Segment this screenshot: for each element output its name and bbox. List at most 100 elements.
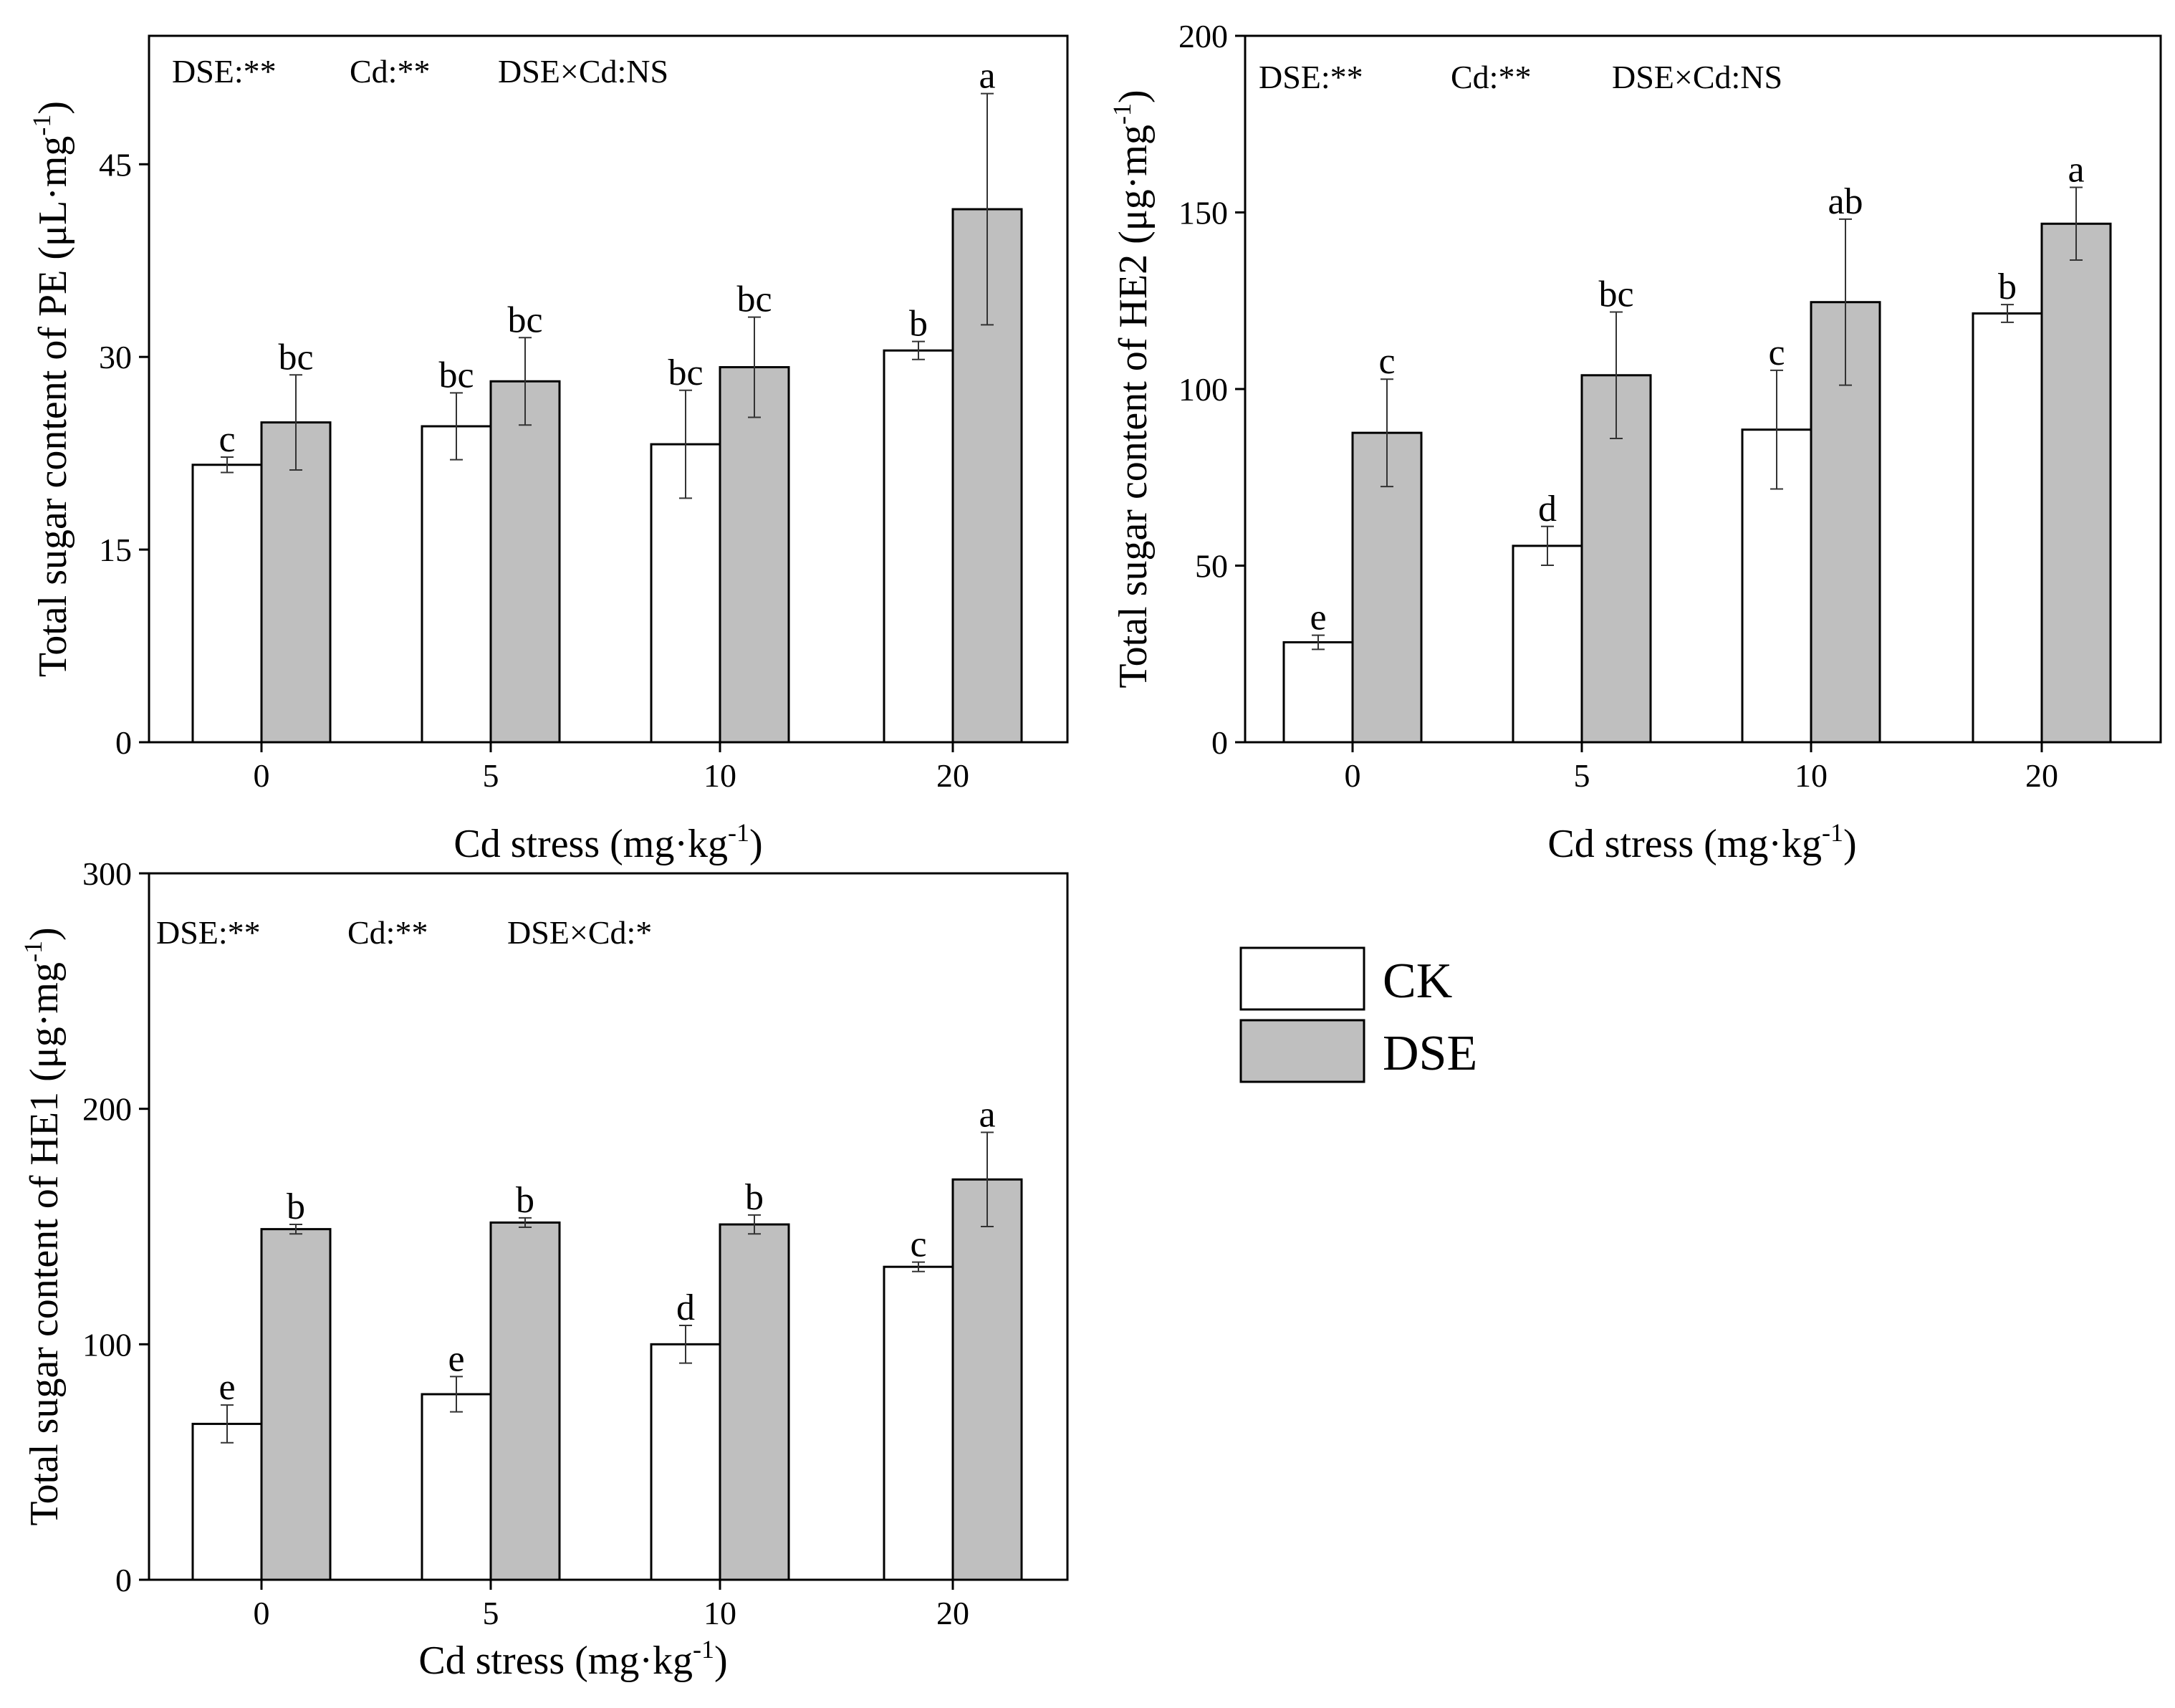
error-bar-pe-dse: [748, 316, 761, 418]
error-bar-pe-dse: [981, 92, 994, 326]
error-bar-pe-ck: [679, 389, 692, 499]
error-bar-pe-dse: [519, 337, 532, 426]
error-bar-he2-ck: [2001, 304, 2014, 323]
error-bar-he1-ck: [221, 1404, 234, 1444]
bar-he1-ck: [421, 1393, 492, 1581]
error-bar-he2-ck: [1312, 634, 1325, 651]
y-tick-label-pe: 15: [99, 532, 132, 568]
error-bar-he1-ck: [450, 1376, 463, 1413]
sig-letter-he1-ck: e: [219, 1367, 235, 1408]
stat-dse-he1: DSE:**: [156, 914, 261, 951]
y-tick-label-he2: 150: [1178, 195, 1228, 231]
x-tick-label-pe: 5: [483, 757, 499, 794]
sig-letter-pe-dse: a: [979, 56, 995, 97]
sig-letter-pe-ck: bc: [668, 352, 703, 393]
error-bar-he1-dse: [981, 1131, 994, 1227]
error-bar-pe-ck: [221, 456, 234, 474]
x-tick-label-pe: 20: [936, 757, 969, 794]
stat-dse-he2: DSE:**: [1259, 59, 1363, 95]
x-tick-label-pe: 10: [704, 757, 736, 794]
error-bar-he2-dse: [1610, 311, 1623, 440]
error-bar-he2-ck: [1541, 525, 1554, 567]
y-axis-title-pe: Total sugar content of PE (μL·mg-1): [27, 101, 75, 677]
bar-he1-ck: [650, 1343, 721, 1581]
y-axis-title-he2: Total sugar content of HE2 (μg·mg-1): [1108, 90, 1156, 688]
sig-letter-pe-ck: bc: [438, 355, 474, 395]
y-tick-label-he1: 300: [82, 855, 132, 892]
error-bar-he1-ck: [679, 1325, 692, 1364]
x-tick-label-he2: 10: [1795, 757, 1828, 794]
bar-pe-ck: [421, 425, 492, 744]
sig-letter-he2-ck: d: [1538, 489, 1557, 529]
error-bar-pe-ck: [912, 340, 925, 360]
sig-letter-he1-ck: e: [448, 1338, 464, 1379]
sig-letter-pe-dse: bc: [507, 299, 542, 340]
stat-dse-pe: DSE:**: [172, 53, 277, 90]
sig-letter-he1-dse: b: [516, 1180, 534, 1221]
stat-interaction-pe: DSE×Cd:NS: [498, 53, 668, 90]
sig-letter-he1-ck: c: [910, 1224, 926, 1265]
sig-letter-he2-ck: e: [1310, 598, 1326, 638]
sig-letter-he2-dse: c: [1378, 341, 1395, 382]
sig-letter-he2-ck: c: [1768, 332, 1785, 373]
sig-letter-he1-dse: a: [979, 1095, 995, 1136]
y-tick-label-he1: 0: [115, 1562, 132, 1598]
stat-cd-he2: Cd:**: [1451, 59, 1531, 95]
y-tick-label-pe: 45: [99, 146, 132, 183]
x-tick-label-he2: 5: [1574, 757, 1590, 794]
sig-letter-he2-ck: b: [1998, 267, 2017, 307]
legend: CK DSE: [1239, 946, 1477, 1083]
bar-he1-ck: [191, 1422, 263, 1581]
x-tick-label-pe: 0: [254, 757, 270, 794]
bar-he2-ck: [1282, 640, 1354, 744]
x-axis-title-pe: Cd stress (mg·kg-1): [453, 818, 762, 866]
chart-he1: e e d c b b b a DSE:** Cd:** DSE×Cd:* Cd stress…: [19, 855, 1069, 1683]
sig-letter-he2-dse: ab: [1828, 181, 1863, 222]
error-bar-pe-dse: [289, 374, 302, 471]
stat-interaction-he2: DSE×Cd:NS: [1612, 59, 1782, 95]
sig-letter-he1-ck: d: [676, 1287, 695, 1328]
bar-pe-dse: [489, 380, 561, 744]
bar-he1-dse: [489, 1221, 561, 1581]
bar-pe-dse: [719, 366, 790, 744]
x-axis-title-he2: Cd stress (mg·kg-1): [1547, 818, 1856, 866]
bar-he2-dse: [2040, 222, 2112, 744]
y-tick-label-he1: 200: [82, 1091, 132, 1128]
error-bar-he1-dse: [748, 1214, 761, 1235]
bar-he1-dse: [951, 1178, 1023, 1581]
x-tick-label-he2: 20: [2025, 757, 2058, 794]
sig-letter-pe-dse: bc: [736, 279, 772, 320]
error-bar-he2-ck: [1770, 369, 1783, 490]
legend-label-ck: CK: [1383, 954, 1452, 1009]
bar-he1-ck: [883, 1265, 954, 1581]
error-bar-pe-ck: [450, 392, 463, 461]
x-tick-label-he1: 20: [936, 1595, 969, 1631]
bar-he1-dse: [260, 1228, 332, 1581]
y-axis-title-he1: Total sugar content of HE1 (μg·mg-1): [19, 927, 67, 1525]
error-bar-he2-dse: [1381, 378, 1393, 488]
stat-cd-pe: Cd:**: [350, 53, 430, 90]
x-tick-label-he1: 5: [483, 1595, 499, 1631]
x-tick-label-he1: 0: [254, 1595, 270, 1631]
legend-swatch-ck: [1239, 946, 1365, 1011]
bar-he1-dse: [719, 1223, 790, 1581]
error-bar-he1-dse: [289, 1224, 302, 1235]
sig-letter-pe-ck: c: [219, 419, 235, 460]
y-tick-label-he2: 50: [1195, 548, 1228, 585]
bar-he2-ck: [1512, 544, 1583, 744]
sig-letter-he2-dse: a: [2068, 149, 2084, 190]
sig-letter-he1-dse: b: [745, 1177, 764, 1218]
error-bar-he2-dse: [2070, 186, 2083, 262]
bar-pe-ck: [191, 464, 263, 744]
y-tick-label-he2: 200: [1178, 18, 1228, 54]
x-axis-title-he1: Cd stress (mg·kg-1): [418, 1635, 727, 1683]
bar-he2-ck: [1972, 312, 2043, 744]
error-bar-he1-ck: [912, 1261, 925, 1272]
y-tick-label-he2: 100: [1178, 371, 1228, 408]
x-tick-label-he1: 10: [704, 1595, 736, 1631]
